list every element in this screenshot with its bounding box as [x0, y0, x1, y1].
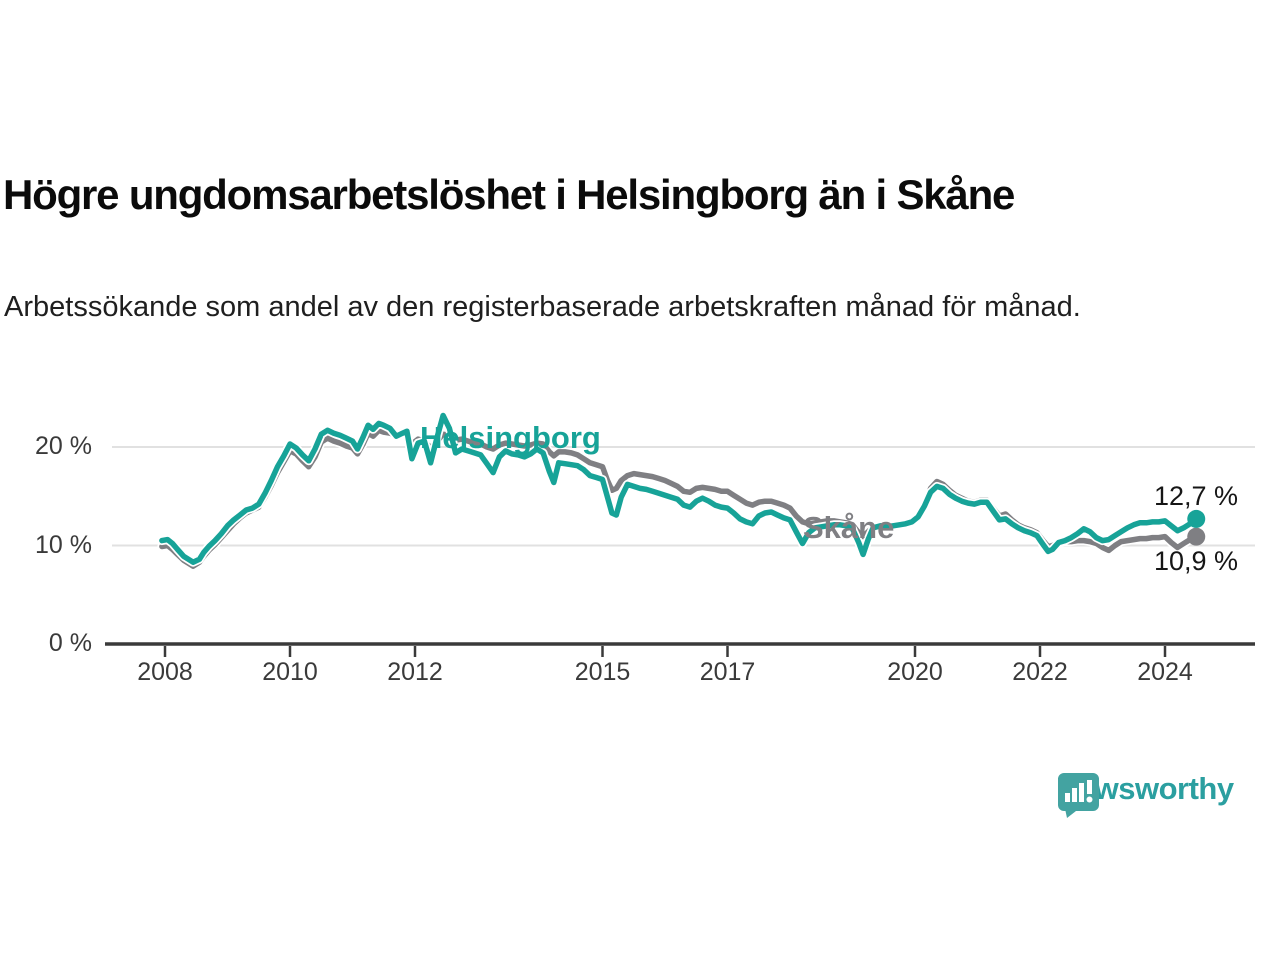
y-tick-label: 0 %	[48, 629, 92, 657]
chart-title: Högre ungdomsarbetslöshet i Helsingborg …	[3, 171, 1015, 219]
chart-subtitle: Arbetssökande som andel av den registerb…	[4, 291, 1081, 323]
x-tick-label: 2024	[1137, 658, 1193, 686]
newsworthy-brand-link[interactable]: Newsworthy	[1056, 771, 1234, 818]
series-label-helsingborg: Helsingborg	[420, 420, 601, 455]
x-tick-label: 2008	[137, 658, 193, 686]
y-tick-label: 20 %	[35, 432, 92, 460]
x-tick-label: 2010	[262, 658, 318, 686]
series-end-dot-skåne	[1187, 527, 1206, 546]
x-tick-label: 2020	[887, 658, 943, 686]
x-tick-label: 2017	[699, 658, 756, 686]
series-label-skane: Skåne	[803, 510, 895, 545]
newsworthy-logo-icon	[1058, 773, 1099, 818]
y-tick-label: 10 %	[35, 530, 92, 559]
series-end-dot-helsingborg	[1187, 509, 1206, 528]
x-tick-label: 2012	[387, 658, 443, 686]
x-tick-label: 2022	[1012, 658, 1068, 686]
series-line-helsingborg	[159, 412, 1200, 565]
end-value-label-helsingborg: 12,7 %	[1154, 481, 1239, 511]
end-value-label-skane: 10,9 %	[1154, 546, 1239, 576]
x-tick-label: 2015	[574, 658, 631, 686]
